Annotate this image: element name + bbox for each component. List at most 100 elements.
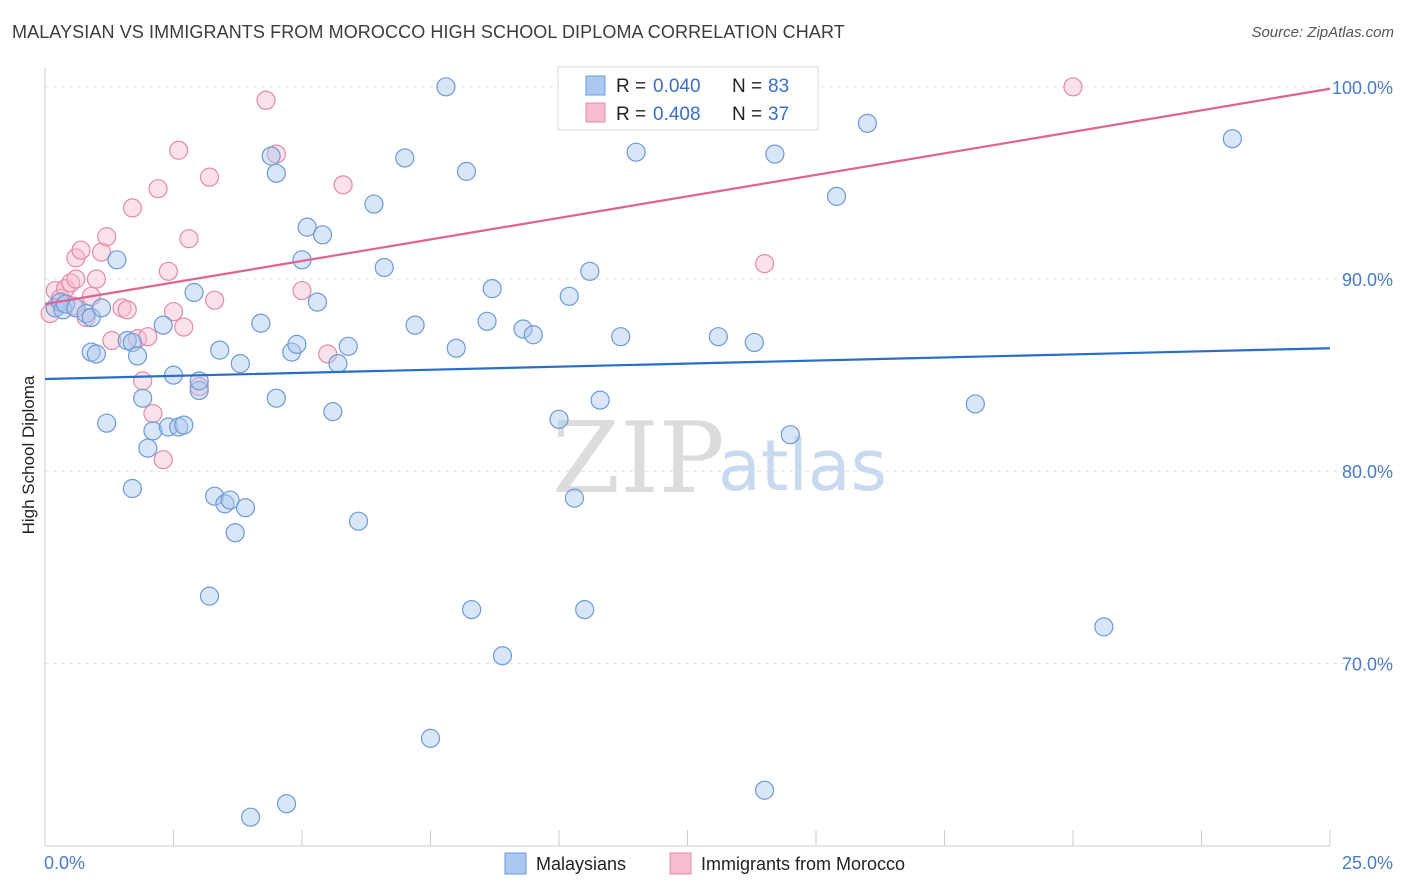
malaysian-point: [312, 225, 333, 245]
malaysian-point: [276, 794, 297, 814]
malaysian-point: [230, 353, 250, 374]
morocco-trend-line: [44, 87, 1331, 306]
series-legend: Malaysians Immigrants from Morocco: [504, 852, 905, 875]
malaysian-point: [86, 344, 107, 364]
malaysian-point: [328, 353, 348, 374]
malaysian-point: [251, 313, 271, 333]
malaysian-point: [122, 478, 142, 499]
morocco-point: [292, 280, 312, 301]
morocco-point: [318, 344, 338, 364]
morocco-point: [148, 179, 168, 199]
y-tick-label-80: 80.0%: [1342, 462, 1393, 482]
malaysian-point: [580, 261, 600, 281]
malaysian-point: [158, 417, 178, 437]
malaysian-point: [153, 315, 173, 335]
bottom-legend-swatch-morocco: [669, 852, 692, 875]
malaysian-points: [45, 77, 1242, 827]
malaysian-point: [420, 728, 441, 748]
malaysian-point: [523, 325, 543, 345]
malaysian-point: [261, 146, 281, 166]
malaysian-point: [780, 425, 800, 445]
morocco-point: [133, 371, 153, 391]
morocco-point: [256, 90, 276, 110]
morocco-point: [169, 140, 189, 160]
watermark: ZIP atlas: [552, 402, 887, 516]
morocco-point: [163, 302, 184, 322]
malaysian-trend-line: [44, 347, 1331, 381]
morocco-point: [143, 403, 163, 424]
morocco-point: [333, 175, 353, 195]
legend-r-value-1: 0.408: [653, 104, 701, 125]
malaysian-point: [235, 498, 256, 518]
y-axis-label: High School Diploma: [19, 375, 38, 534]
x-tick-label-max: 25.0%: [1342, 853, 1393, 873]
morocco-point: [122, 198, 142, 218]
malaysian-point: [287, 334, 307, 354]
malaysian-point: [575, 599, 595, 620]
malaysian-point: [107, 250, 127, 270]
malaysian-point: [857, 113, 878, 133]
legend-swatch-malaysians: [585, 75, 606, 96]
malaysian-point: [97, 413, 117, 433]
legend-swatch-morocco: [585, 102, 606, 123]
watermark-atlas: atlas: [718, 425, 887, 507]
malaysian-point: [395, 148, 415, 168]
morocco-point: [205, 290, 225, 310]
morocco-point: [91, 242, 112, 262]
malaysian-point: [184, 282, 204, 303]
malaysian-point: [205, 486, 225, 506]
malaysian-point: [744, 332, 764, 353]
malaysian-point: [91, 298, 112, 318]
malaysian-point: [754, 780, 775, 800]
malaysian-point: [374, 257, 394, 278]
malaysian-point: [323, 402, 343, 422]
bottom-legend-swatch-malaysians: [504, 852, 527, 875]
morocco-point: [153, 450, 173, 470]
legend-n-value-1: 37: [768, 104, 789, 125]
malaysian-point: [364, 194, 384, 214]
malaysian-point: [436, 77, 456, 97]
malaysian-point: [127, 346, 148, 366]
stats-legend: R = 0.040 N = 83 R = 0.408 N = 37: [557, 66, 819, 131]
malaysian-point: [338, 336, 358, 356]
source-label: Source: ZipAtlas.com: [1251, 24, 1394, 41]
malaysian-point: [549, 409, 569, 429]
legend-r-label-0: R =: [616, 76, 646, 97]
malaysian-point: [266, 163, 286, 183]
malaysian-point: [965, 394, 985, 414]
chart-title: MALAYSIAN VS IMMIGRANTS FROM MOROCCO HIG…: [12, 22, 845, 42]
malaysian-point: [826, 186, 847, 206]
malaysian-point: [220, 490, 240, 510]
malaysian-point: [456, 161, 477, 181]
morocco-point: [102, 330, 122, 351]
malaysian-point: [446, 338, 466, 358]
malaysian-point: [143, 421, 163, 441]
legend-r-label-1: R =: [616, 104, 646, 125]
x-tick-marks: [173, 830, 1331, 846]
malaysian-point: [241, 807, 261, 827]
watermark-zip: ZIP: [552, 402, 725, 516]
legend-n-label-1: N =: [732, 104, 762, 125]
malaysian-point: [462, 599, 482, 620]
malaysian-point: [708, 327, 728, 347]
malaysian-point: [199, 586, 220, 606]
malaysian-point: [133, 388, 153, 408]
malaysian-point: [81, 307, 101, 328]
morocco-point: [158, 261, 178, 281]
y-tick-label-90: 90.0%: [1342, 270, 1393, 290]
malaysian-point: [189, 380, 209, 401]
morocco-point: [66, 269, 86, 289]
malaysian-point: [405, 315, 425, 335]
legend-n-value-0: 83: [768, 76, 789, 97]
y-tick-label-70: 70.0%: [1342, 654, 1393, 674]
malaysian-point: [307, 292, 328, 312]
malaysian-point: [482, 279, 502, 299]
malaysian-point: [611, 327, 631, 347]
malaysian-point: [564, 488, 585, 508]
malaysian-point: [348, 511, 369, 531]
morocco-point: [97, 227, 117, 247]
malaysian-point: [225, 523, 245, 543]
legend-r-value-0: 0.040: [653, 76, 701, 97]
malaysian-point: [590, 390, 610, 410]
